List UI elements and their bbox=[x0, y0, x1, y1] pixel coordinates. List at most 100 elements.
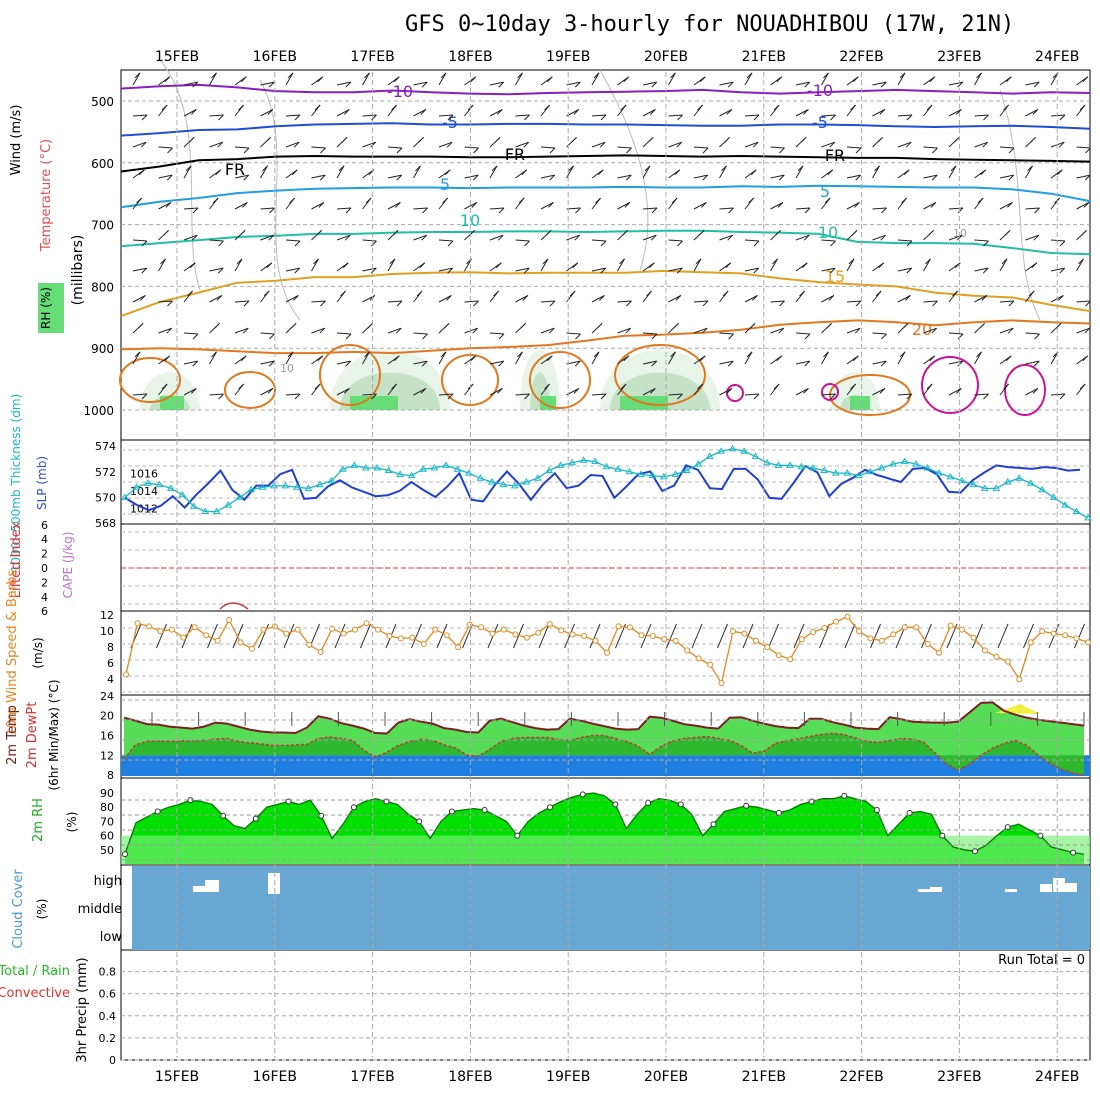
wind-barb-flag bbox=[141, 393, 148, 400]
thickness-marker bbox=[247, 485, 255, 493]
precip-panel bbox=[120, 949, 1091, 1061]
wind-barb-flag bbox=[238, 383, 244, 390]
wind-barb-flag bbox=[1007, 202, 1013, 208]
wind-barb-flag bbox=[830, 114, 836, 121]
wind10m-barb bbox=[181, 623, 193, 649]
pressure-tick-label: 800 bbox=[91, 280, 114, 294]
wind-barb bbox=[285, 351, 294, 365]
wind-barb-flag bbox=[1004, 229, 1011, 236]
wind-speed-marker bbox=[936, 649, 943, 656]
wind-barb bbox=[999, 300, 1015, 303]
rh2m-unit-label: (%) bbox=[65, 812, 79, 833]
wind-barb bbox=[234, 300, 250, 303]
wind-barb bbox=[132, 141, 147, 148]
wind-barb-flag bbox=[421, 234, 428, 241]
thickness-marker bbox=[900, 457, 909, 465]
wind-barb-flag bbox=[243, 147, 250, 154]
wind-barb bbox=[285, 267, 300, 272]
wind-barb-flag bbox=[293, 141, 300, 148]
wind-barb-flag bbox=[161, 104, 168, 111]
wind-barb-flag bbox=[651, 333, 658, 340]
wind-barb-flag bbox=[931, 174, 938, 181]
wind-barb-flag bbox=[874, 165, 880, 172]
cloud-level-label: high bbox=[94, 874, 122, 889]
wind-barb-flag bbox=[371, 114, 377, 121]
wind-barb bbox=[311, 300, 326, 303]
wind-barb-flag bbox=[141, 267, 148, 274]
isotherm-label: -5 bbox=[442, 113, 458, 132]
wind-barb-flag bbox=[266, 262, 273, 269]
wind-tick-label: 12 bbox=[100, 609, 114, 622]
wind10m-barb bbox=[436, 623, 448, 649]
wind-barb-flag bbox=[1008, 174, 1015, 181]
wind-barb bbox=[897, 141, 912, 148]
rh-tick-label: 90 bbox=[100, 787, 114, 800]
wind-speed-marker bbox=[340, 630, 347, 637]
rh-marker bbox=[710, 821, 717, 828]
wind-barb-flag bbox=[217, 141, 224, 148]
wind-barb bbox=[311, 258, 319, 272]
wind-barb bbox=[311, 146, 326, 149]
wind-barb-flag bbox=[981, 295, 988, 301]
wind-barb-flag bbox=[1001, 258, 1008, 265]
wind-barb bbox=[1050, 239, 1066, 242]
wind-barb bbox=[540, 327, 555, 334]
cloud-block bbox=[918, 889, 930, 892]
wind-barb bbox=[821, 141, 835, 148]
wind-barb-flag bbox=[830, 393, 836, 400]
wind-barb-flag bbox=[619, 258, 625, 265]
wind-barb-flag bbox=[1079, 383, 1086, 390]
wind-barb-flag bbox=[778, 174, 785, 181]
wind-barb bbox=[285, 72, 294, 86]
wind-barb bbox=[948, 165, 957, 179]
wind-barb bbox=[821, 72, 829, 86]
wind-barb-flag bbox=[216, 295, 223, 301]
wind10m-barb bbox=[207, 623, 218, 649]
wind-barb bbox=[617, 174, 632, 179]
wind-barb-flag bbox=[319, 327, 326, 334]
wind-barb bbox=[846, 174, 861, 179]
wind-barb-flag bbox=[497, 109, 503, 115]
wind-speed-marker bbox=[500, 626, 507, 633]
wind-barb-flag bbox=[1028, 290, 1035, 297]
wind-barb-flag bbox=[976, 351, 982, 358]
wind-speed-marker bbox=[443, 632, 450, 639]
wind-barb-flag bbox=[651, 207, 658, 214]
wind-barb-flag bbox=[447, 393, 454, 400]
wind10m-barb bbox=[283, 623, 295, 649]
wind-barb bbox=[744, 239, 760, 242]
wind-barb bbox=[1076, 174, 1091, 179]
wind-barb-flag bbox=[695, 258, 702, 265]
wind-barb bbox=[821, 239, 836, 242]
wind-speed-marker bbox=[672, 637, 679, 644]
wind-barb-flag bbox=[446, 141, 453, 148]
wind-barb-flag bbox=[191, 109, 197, 115]
wind-barb-flag bbox=[544, 383, 550, 390]
wind-barb-flag bbox=[905, 141, 912, 148]
wind-barb bbox=[209, 351, 217, 365]
rh-marker bbox=[743, 802, 750, 809]
wind-barb bbox=[515, 351, 523, 365]
wind-barb bbox=[566, 234, 580, 241]
wind-speed-marker bbox=[649, 633, 656, 639]
wind-speed-marker bbox=[168, 626, 175, 633]
top-date-label: 19FEB bbox=[546, 49, 590, 65]
wind-barb-flag bbox=[396, 300, 403, 307]
wind-barb bbox=[515, 239, 530, 242]
wind-barb bbox=[464, 300, 479, 303]
wind-barb-flag bbox=[646, 290, 652, 297]
wind-barb-flag bbox=[804, 207, 811, 214]
wind-barb bbox=[744, 72, 753, 86]
wind-barb-flag bbox=[215, 169, 222, 176]
wind-barb-flag bbox=[906, 267, 913, 274]
wind-barb-flag bbox=[855, 147, 862, 154]
cloud-block bbox=[930, 887, 942, 892]
wind-barb-flag bbox=[319, 174, 326, 181]
wind-barb-flag bbox=[623, 76, 630, 83]
wind-barb-flag bbox=[956, 388, 962, 394]
wind-barb bbox=[1025, 165, 1033, 179]
wind-barb-flag bbox=[878, 262, 885, 269]
wind-barb-flag bbox=[291, 169, 298, 176]
rh-tick-label: 50 bbox=[100, 844, 114, 857]
wind-barb-flag bbox=[1027, 165, 1033, 172]
